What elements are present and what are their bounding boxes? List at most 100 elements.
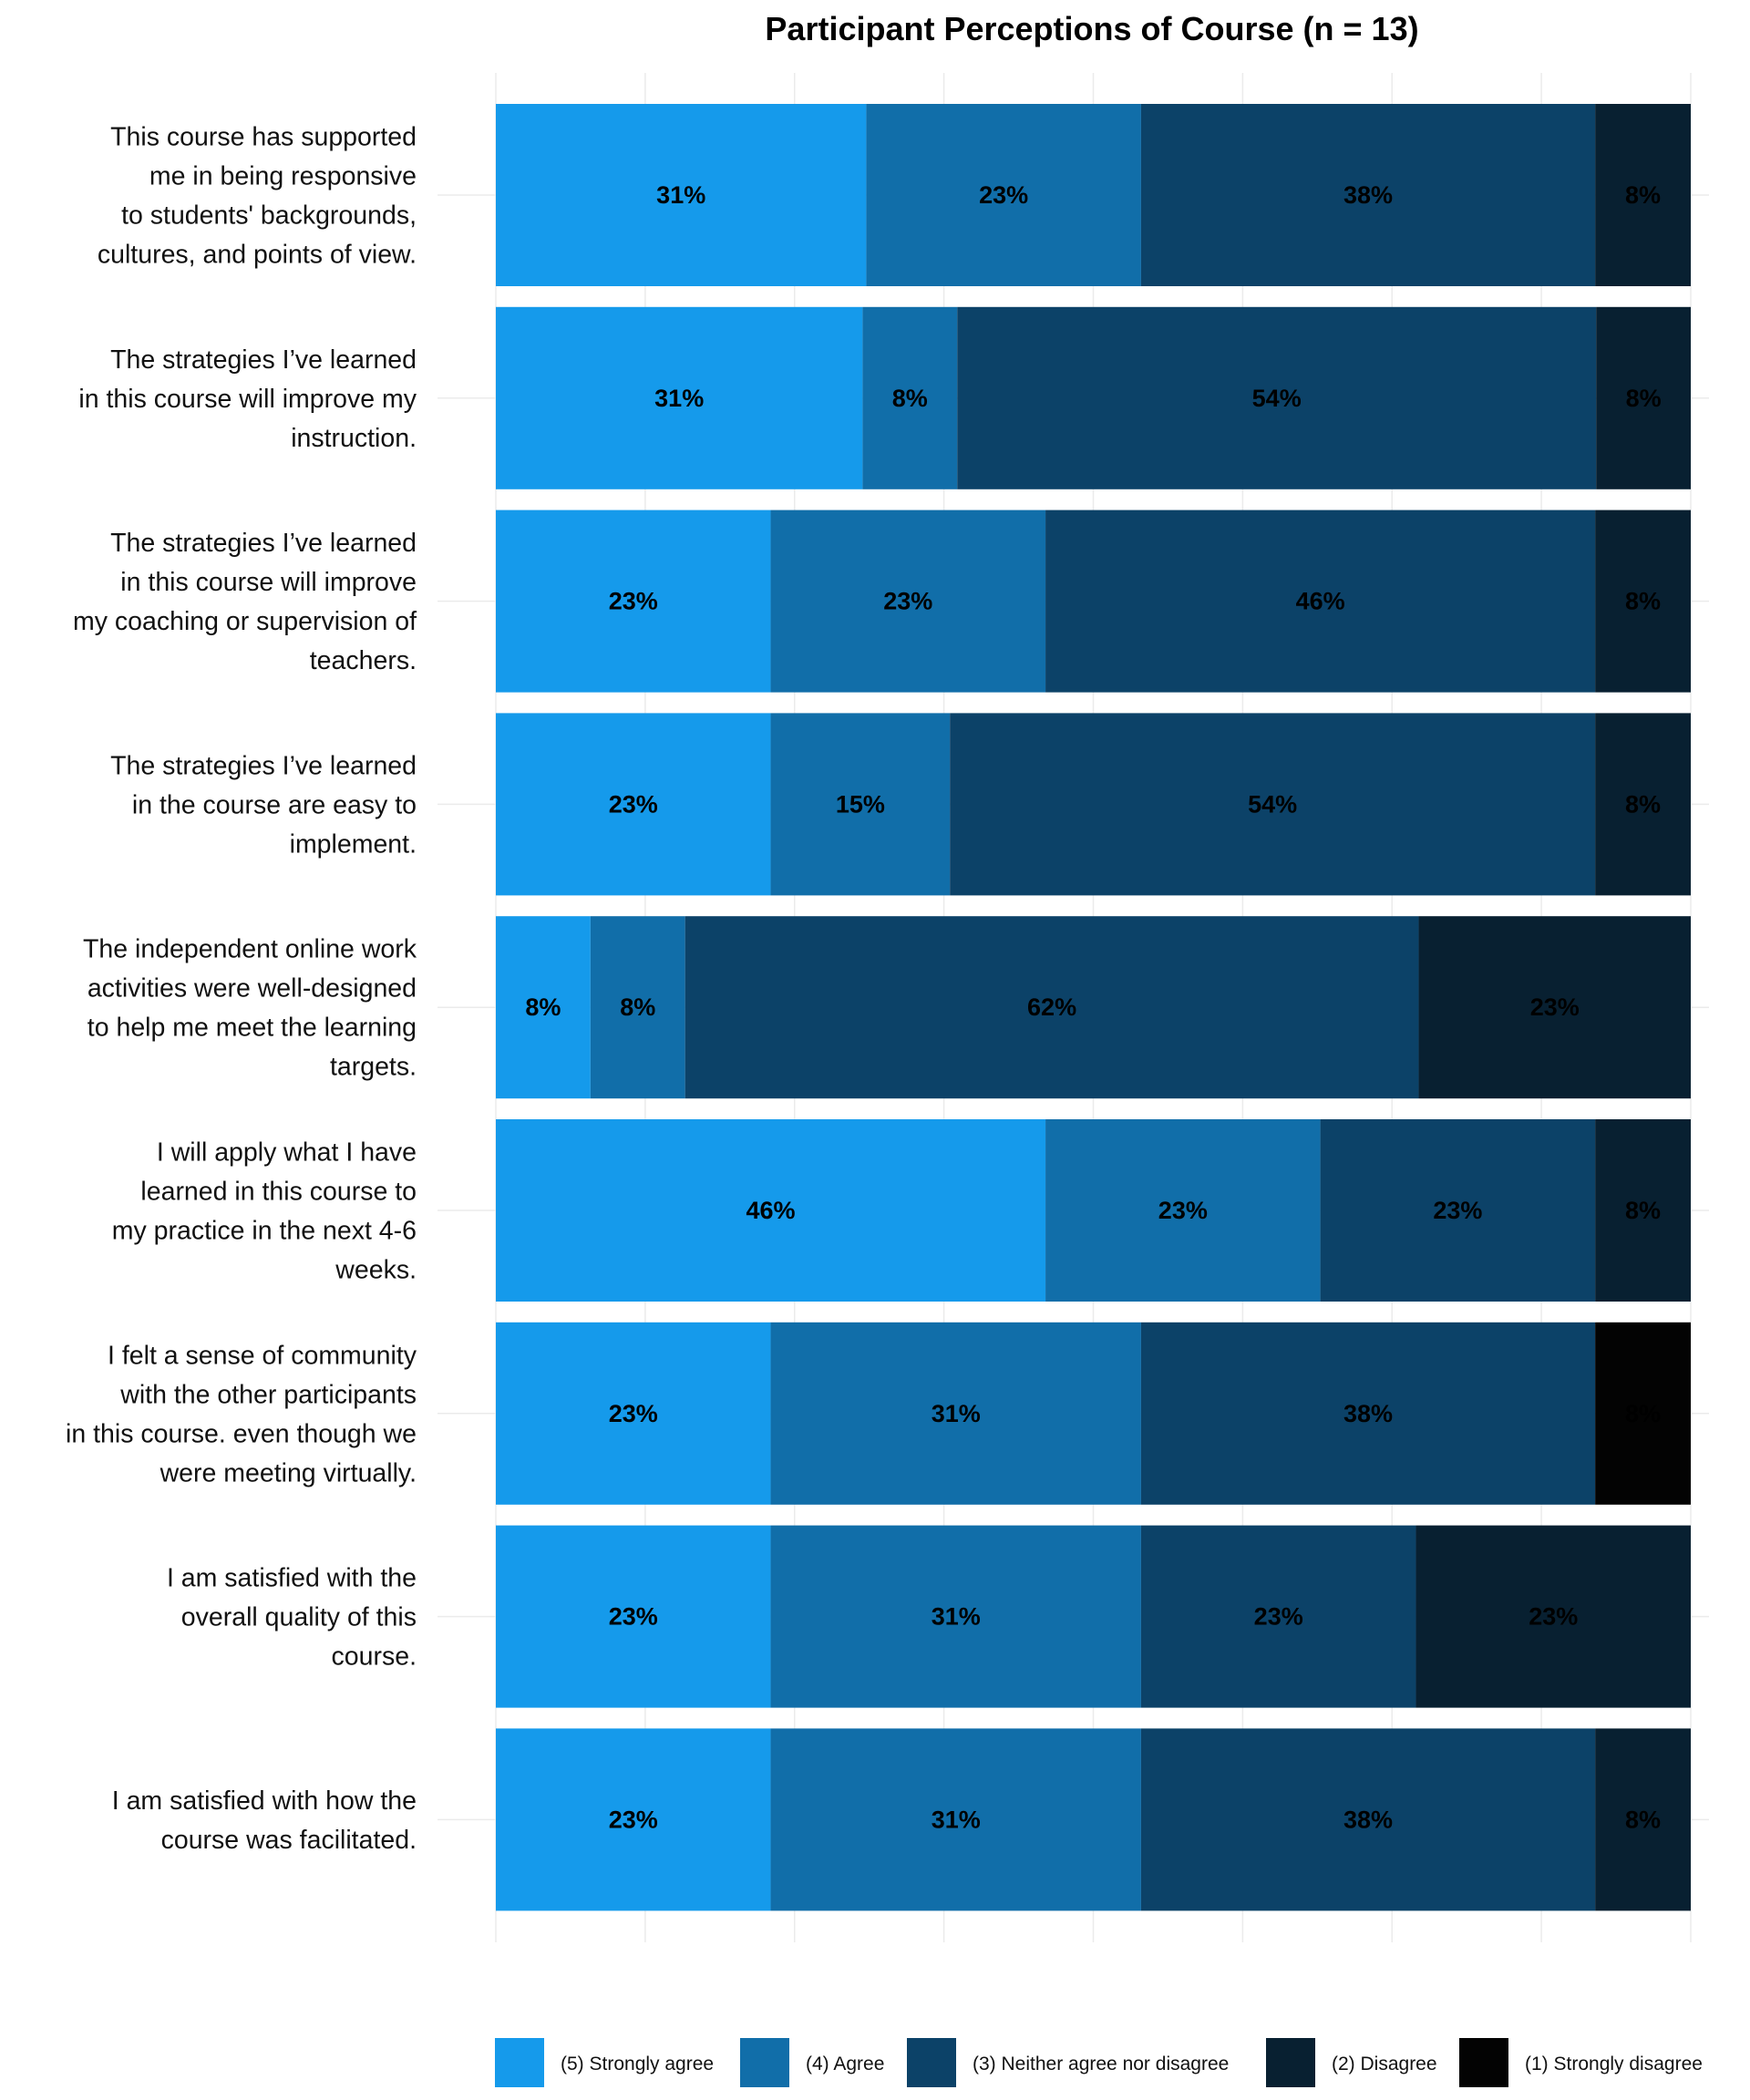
bar-segment [950,713,1596,896]
data-label: 8% [525,993,561,1021]
bar-segment [496,1728,771,1911]
bar-segment [866,104,1141,286]
data-label: 31% [654,385,704,412]
legend-label: (2) Disagree [1332,2054,1437,2074]
bar-segment [1415,1525,1691,1708]
bar-segment [862,306,958,489]
bar-segment [770,1322,1141,1505]
bar-segment [496,1119,1046,1302]
category-label-line: cultures, and points of view. [98,241,417,270]
data-label: 54% [1248,790,1297,818]
category-labels: This course has supported me in being res… [66,123,417,1855]
bar-segment [496,1525,771,1708]
category-label-line: my coaching or supervision of [73,607,417,636]
bar-segment [685,916,1419,1099]
bar-segment [496,510,771,693]
data-label: 31% [932,1806,981,1833]
bar-segment [496,306,863,489]
bar-segment [1140,1322,1596,1505]
legend-label: (5) Strongly agree [561,2054,714,2074]
data-label: 23% [609,1806,658,1833]
chart-title: Participant Perceptions of Course (n = 1… [765,10,1418,47]
category-label-line: This course has supported [110,123,417,152]
category-label-line: I am satisfied with how the [112,1786,417,1816]
data-label: 8% [1625,588,1661,615]
category-label-line: with the other participants [119,1380,417,1409]
data-label: 23% [1433,1197,1482,1224]
legend-swatch [1459,2038,1508,2087]
category-label-line: in this course. even though we [66,1419,417,1448]
category-label-line: instruction. [291,424,417,453]
legend-label: (1) Strongly disagree [1525,2054,1703,2074]
category-label-line: overall quality of this [181,1603,417,1632]
category-label-line: I felt a sense of community [108,1341,417,1370]
category-label-line: teachers. [310,646,417,675]
bar-segment [496,713,771,896]
bar-segment [770,1728,1141,1911]
category-label: I will apply what I have learned in this … [112,1138,417,1285]
category-label-line: were meeting virtually. [160,1458,417,1488]
category-label-line: my practice in the next 4-6 [112,1217,417,1246]
bar-segment [770,1525,1141,1708]
data-label: 23% [1530,993,1580,1021]
data-label: 62% [1027,993,1076,1021]
legend-swatch [740,2038,789,2087]
bar-segment [1140,1525,1416,1708]
category-label-line: to students' backgrounds, [121,201,417,231]
bar-segment [770,510,1046,693]
bar-segment [496,1322,771,1505]
data-label: 23% [1529,1603,1578,1631]
category-label-line: weeks. [335,1256,417,1285]
bar-segment [496,916,591,1099]
data-label: 38% [1343,181,1393,209]
category-label-line: course was facilitated. [161,1826,417,1855]
category-label: The strategies I’ve learned in this cours… [73,529,417,675]
category-label-line: The independent online work [83,935,417,964]
bar-segment [1595,510,1691,693]
bar-segment [770,713,951,896]
bar-segment [1595,713,1691,896]
category-label-line: in the course are easy to [132,790,417,819]
data-label: 23% [609,790,658,818]
category-label: The strategies I’ve learned in the course… [110,751,417,859]
category-label-line: in this course will improve [120,568,417,597]
legend-swatch [907,2038,956,2087]
category-label-line: activities were well-designed [88,974,417,1004]
legend-label: (3) Neither agree nor disagree [973,2054,1229,2074]
category-label: The independent online work activities we… [83,935,417,1082]
bar-segment [1045,1119,1321,1302]
data-label: 23% [1158,1197,1208,1224]
bars-layer: 31% 23% 38% 8% 31% 8% 54% 8% 23% 23% 46% 8% 23% 15% 54… [496,104,1691,1911]
category-label: I am satisfied with the overall quality o… [167,1564,417,1672]
bar-segment [1596,306,1691,489]
category-label-line: me in being responsive [149,162,417,191]
bar-segment [1595,1728,1691,1911]
data-label: 46% [1296,588,1345,615]
data-label: 31% [932,1400,981,1427]
bar-segment [1595,1322,1691,1505]
bar-segment [1320,1119,1596,1302]
category-label-line: targets. [330,1053,417,1082]
data-label: 31% [656,181,705,209]
category-label-line: implement. [290,829,417,859]
category-label-line: to help me meet the learning [88,1014,417,1043]
category-label-line: I am satisfied with the [167,1564,417,1593]
category-label: The strategies I’ve learned in this cours… [78,345,417,453]
data-label: 8% [620,993,655,1021]
legend-swatch [495,2038,544,2087]
bar-segment [1418,916,1691,1099]
bar-segment [1140,104,1596,286]
category-label-line: The strategies I’ve learned [110,751,417,780]
category-label-line: I will apply what I have [157,1138,417,1168]
data-label: 8% [892,385,928,412]
data-label: 23% [609,588,658,615]
data-label: 8% [1625,790,1661,818]
data-label: 8% [1625,1806,1661,1833]
data-label: 8% [1625,1400,1661,1427]
bar-segment [1595,104,1691,286]
data-label: 15% [836,790,885,818]
legend-label: (4) Agree [806,2054,884,2074]
data-label: 8% [1625,1197,1661,1224]
bar-segment [957,306,1597,489]
